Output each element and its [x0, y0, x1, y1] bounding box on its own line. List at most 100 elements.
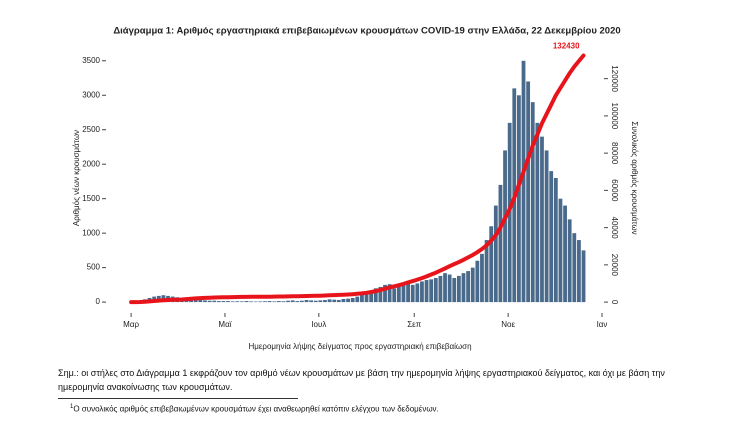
bar	[360, 294, 364, 303]
bar	[355, 296, 360, 303]
footnote-rule	[58, 398, 298, 399]
bar	[480, 253, 484, 303]
bar	[300, 300, 304, 303]
bar	[318, 300, 323, 303]
bar	[521, 60, 526, 303]
bar	[267, 301, 272, 303]
bar	[544, 150, 549, 303]
footnote: 1Ο συνολικός αριθμός επιβεβαιωμένων κρου…	[70, 404, 439, 414]
bar	[553, 178, 558, 303]
x-tick-label: Ιαν	[597, 320, 608, 329]
x-tick-label: Σεπ	[407, 320, 422, 329]
bar	[535, 122, 540, 303]
bar	[226, 301, 230, 303]
bar	[272, 301, 277, 303]
x-tick-label: Ιουλ	[311, 320, 326, 329]
bar	[258, 301, 263, 303]
bar	[212, 300, 217, 303]
y-tick-label: 0	[96, 297, 101, 306]
bar	[558, 198, 563, 303]
y-tick-label: 3500	[82, 56, 100, 65]
bar	[286, 300, 290, 303]
bar	[396, 286, 401, 303]
bar	[276, 301, 281, 303]
bar	[332, 299, 337, 303]
y-tick-label: 2500	[82, 125, 100, 134]
bar	[429, 279, 434, 303]
bar	[466, 271, 471, 303]
bar	[503, 150, 507, 303]
x-axis-title: Ημερομηνία λήψης δείγματος προς εργαστηρ…	[248, 342, 471, 351]
bar	[369, 291, 374, 303]
y2-tick-label: 120000	[610, 65, 619, 92]
y-axis-title: Αριθμός νέων κρουσμάτων	[72, 130, 81, 226]
bar	[563, 205, 567, 303]
footnote-mark: 1	[70, 404, 74, 410]
y2-tick-label: 80000	[610, 142, 619, 165]
bar	[193, 299, 198, 303]
bar	[433, 277, 438, 303]
bar	[244, 301, 249, 303]
bar	[387, 284, 392, 303]
bar	[498, 184, 503, 303]
chart-title: Διάγραμμα 1: Αριθμός εργαστηριακά επιβεβ…	[113, 26, 620, 37]
bar	[493, 205, 498, 303]
bar	[470, 267, 475, 303]
bar	[207, 300, 212, 303]
bar	[475, 260, 480, 303]
bar	[281, 301, 286, 303]
bar	[456, 275, 461, 303]
bar	[239, 301, 244, 303]
bar	[341, 299, 346, 303]
bar	[336, 300, 341, 303]
cumulative-line	[129, 53, 586, 305]
bar	[540, 136, 544, 303]
bar	[415, 283, 420, 303]
bar	[249, 301, 254, 303]
bar	[452, 277, 457, 303]
bar	[530, 102, 535, 303]
bar	[461, 273, 466, 303]
annotation: 132430	[553, 42, 580, 51]
bar	[410, 284, 415, 303]
bar	[350, 297, 355, 303]
y-tick-label: 500	[87, 263, 101, 272]
y2-tick-label: 0	[610, 300, 619, 305]
bar	[447, 274, 452, 303]
bar	[290, 300, 295, 303]
bar	[221, 301, 226, 303]
x-tick-label: Μαϊ	[218, 320, 231, 329]
bar	[346, 298, 350, 303]
bar	[572, 233, 577, 303]
bar	[567, 219, 572, 303]
x-tick-label: Μαρ	[123, 320, 139, 329]
bar	[383, 284, 387, 303]
y-tick-label: 1000	[82, 228, 100, 237]
y2-tick-label: 60000	[610, 179, 619, 202]
note: Σημ.: οι στήλες στο Διάγραμμα 1 εκφράζου…	[58, 368, 665, 392]
bar	[230, 301, 235, 303]
x-tick-label: Νοε	[501, 320, 515, 329]
bar	[406, 281, 410, 303]
y-tick-label: 2000	[82, 159, 100, 168]
bar	[203, 300, 207, 303]
bar	[443, 273, 447, 303]
bar	[577, 240, 581, 303]
bar	[216, 301, 221, 303]
bar	[235, 301, 240, 303]
bar	[263, 301, 267, 303]
bar	[489, 226, 494, 303]
bar	[304, 300, 309, 303]
y-tick-label: 1500	[82, 194, 100, 203]
bar	[364, 293, 369, 303]
bar	[424, 280, 429, 303]
bar	[253, 301, 258, 303]
bar	[438, 275, 443, 303]
y2-tick-label: 100000	[610, 103, 619, 130]
bar	[327, 299, 332, 303]
bar	[484, 240, 489, 303]
bar	[373, 288, 378, 303]
bar	[526, 81, 531, 303]
bar	[392, 288, 397, 303]
